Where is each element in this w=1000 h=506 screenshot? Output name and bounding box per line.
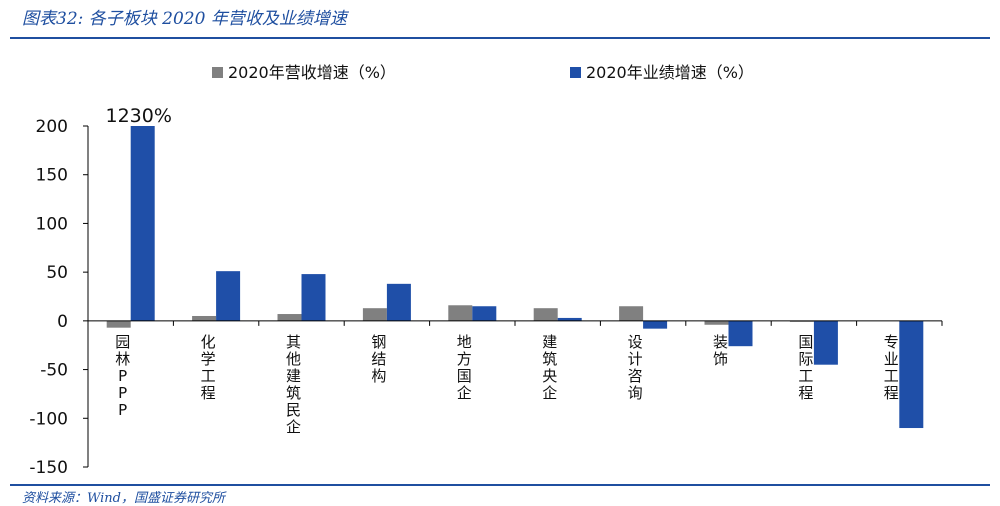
profit-growth-bar (643, 320, 668, 329)
legend-swatch (212, 67, 223, 78)
category-label: 设计咨询 (628, 333, 643, 402)
y-tick-label: -150 (29, 458, 68, 478)
profit-growth-bar (557, 317, 582, 321)
revenue-growth-bar (619, 306, 644, 321)
revenue-growth-bar (106, 320, 131, 328)
figure-caption: 图表32: 各子板块 2020 年营收及业绩增速 (22, 9, 347, 29)
category-label: 园林 P P P (115, 333, 130, 419)
category-label: 钢结构 (371, 333, 386, 385)
profit-growth-bar (301, 274, 326, 321)
y-tick-label: 0 (57, 312, 68, 332)
profit-growth-bar (813, 320, 838, 365)
category-label: 专业工程 (884, 333, 899, 402)
category-label: 国际工程 (798, 333, 813, 402)
revenue-growth-bar (533, 308, 558, 321)
revenue-growth-bar (448, 305, 473, 321)
y-tick-label: 100 (36, 214, 68, 234)
profit-growth-bar (386, 283, 411, 321)
revenue-growth-bar (704, 320, 729, 325)
legend-label: 2020年营收增速（%） (228, 63, 396, 82)
x-axis (88, 320, 943, 326)
category-label: 其他建筑民企 (286, 333, 301, 436)
legend: 2020年营收增速（%） 2020年业绩增速（%） (212, 63, 754, 82)
category-label: 装饰 (713, 333, 728, 368)
category-label: 地方国企 (457, 333, 472, 402)
category-label: 化学工程 (201, 333, 216, 402)
revenue-growth-bar (192, 315, 217, 321)
y-tick-label: -50 (40, 361, 68, 381)
y-tick-label: 50 (46, 263, 68, 283)
category-label: 建筑央企 (542, 333, 557, 402)
top-rule (10, 37, 990, 39)
revenue-growth-bar (277, 314, 302, 321)
bottom-rule (10, 484, 990, 486)
profit-growth-bar (899, 320, 924, 429)
revenue-growth-bar (362, 308, 387, 321)
bars (106, 126, 924, 429)
annotations: 1230% (105, 105, 171, 127)
legend-label: 2020年业绩增速（%） (586, 63, 754, 82)
y-tick-label: 200 (36, 117, 68, 137)
legend-swatch (570, 67, 581, 78)
y-axis: 200 150 100 50 0 -50 -100 -150 (29, 117, 89, 478)
profit-growth-bar (472, 306, 497, 321)
y-tick-label: -100 (29, 409, 68, 429)
bar-annotation: 1230% (105, 105, 171, 127)
category-labels: 园林 P P P 化学工程 其他建筑民企 钢结构 地方国企 建筑央企 设计咨询 装饰 国际工程 专业工程 (115, 333, 899, 436)
profit-growth-bar (130, 126, 155, 321)
source-note: 资料来源：Wind，国盛证券研究所 (22, 491, 225, 506)
bar-chart: 2020年营收增速（%） 2020年业绩增速（%） 200 150 100 50 0 -50… (29, 63, 943, 478)
y-tick-label: 150 (36, 166, 68, 186)
profit-growth-bar (216, 271, 241, 321)
profit-growth-bar (728, 320, 753, 347)
